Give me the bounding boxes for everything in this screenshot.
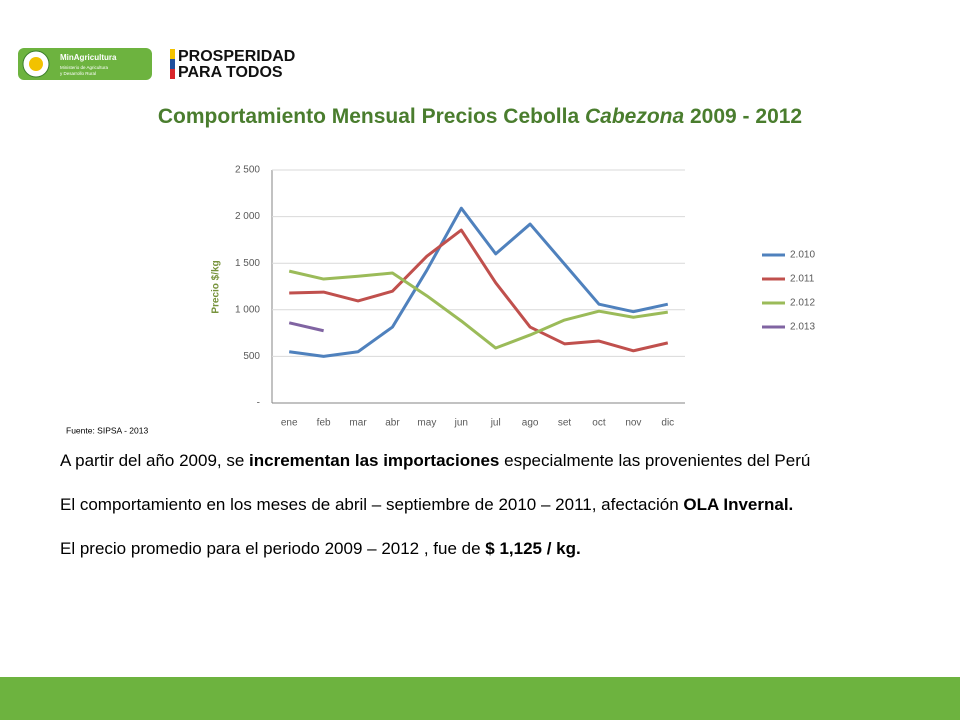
x-tick-label: abr — [385, 418, 400, 429]
chart-title: Comportamiento Mensual Precios Cebolla C… — [158, 105, 802, 128]
text-run: El precio promedio para el periodo 2009 … — [60, 539, 486, 558]
paragraph: El comportamiento en los meses de abril … — [60, 494, 900, 516]
text-run: El comportamiento en los meses de abril … — [60, 495, 684, 514]
series-line — [288, 269, 669, 350]
paragraph: A partir del año 2009, se incrementan la… — [60, 450, 900, 472]
paragraphs: A partir del año 2009, se incrementan la… — [60, 450, 900, 582]
footer-bar — [0, 677, 960, 720]
series-line — [289, 228, 669, 353]
title: 2009 - 2012 — [684, 105, 802, 128]
paragraph: El precio promedio para el periodo 2009 … — [60, 538, 900, 560]
y-axis-label: Precio $/kg — [211, 260, 222, 313]
ministry: MinAgricultura — [60, 53, 117, 62]
title: Comportamiento Mensual Precios Cebolla — [158, 105, 585, 128]
legend-label: 2.011 — [790, 274, 815, 285]
text-run: especialmente las provenientes del Perú — [499, 451, 811, 470]
ministry-sub: Ministerio de Agricultura — [60, 65, 109, 70]
x-tick-label: may — [417, 418, 436, 429]
logo-box — [18, 48, 152, 80]
title: Cabezona — [585, 105, 685, 128]
logo: MinAgricultura Ministerio de Agricultura… — [18, 48, 295, 81]
legend-label: 2.012 — [790, 298, 815, 309]
x-tick-label: ene — [281, 418, 298, 429]
x-tick-label: jul — [490, 418, 501, 429]
flag — [170, 49, 175, 59]
x-tick-label: ago — [522, 418, 539, 429]
x-tick-label: mar — [349, 418, 367, 429]
y-tick-label: 1 000 — [235, 304, 260, 315]
slogan: PROSPERIDAD — [178, 48, 295, 65]
x-tick-label: nov — [625, 418, 641, 429]
y-tick-label: 2 000 — [235, 211, 260, 222]
source: Fuente: SIPSA - 2013 — [66, 425, 148, 435]
ministry-sub: y Desarrollo Rural — [60, 71, 96, 76]
flag — [170, 69, 175, 79]
flag — [170, 59, 175, 69]
text-run: OLA Invernal. — [683, 495, 794, 514]
text-run: $ 1,125 / kg. — [485, 539, 581, 558]
y-tick-label: 2 500 — [235, 165, 260, 176]
slogan: PARA TODOS — [178, 64, 283, 81]
text-run: A partir del año 2009, se — [60, 451, 250, 470]
x-tick-label: feb — [317, 418, 331, 429]
x-tick-label: oct — [592, 418, 606, 429]
text-run: incrementan las importaciones — [249, 451, 500, 470]
emblem-core — [29, 57, 43, 71]
series-line — [289, 206, 669, 358]
legend-label: 2.010 — [790, 250, 815, 261]
y-tick-label: 500 — [243, 351, 260, 362]
y-tick-label: - — [257, 398, 260, 409]
x-tick-label: dic — [661, 418, 674, 429]
x-tick-label: jun — [454, 418, 468, 429]
x-tick-label: set — [558, 418, 572, 429]
y-tick-label: 1 500 — [235, 258, 260, 269]
series-line — [288, 321, 324, 333]
legend-label: 2.013 — [790, 322, 815, 333]
